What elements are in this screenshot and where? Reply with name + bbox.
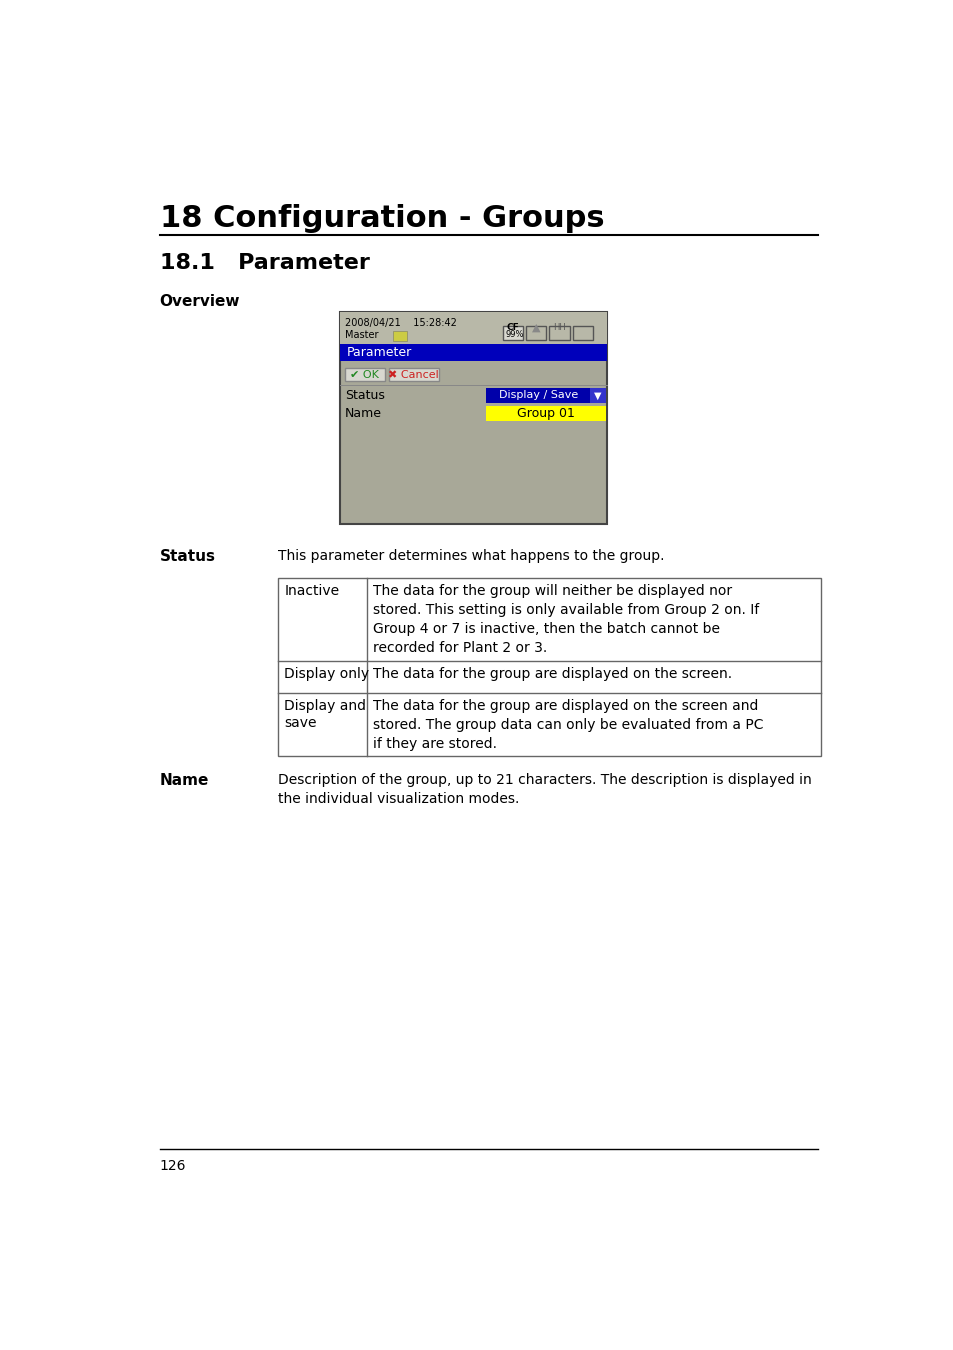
Bar (549, 325, 569, 340)
Text: Overview: Overview (159, 294, 240, 309)
Text: 126: 126 (159, 1160, 186, 1173)
Text: Display / Save: Display / Save (498, 390, 578, 401)
Text: ▼: ▼ (594, 390, 601, 401)
Text: Group 01: Group 01 (517, 408, 575, 420)
Text: Name: Name (159, 774, 209, 788)
Text: The data for the group are displayed on the screen.: The data for the group are displayed on … (373, 667, 732, 682)
Bar (485, 387, 590, 404)
Bar (572, 325, 592, 340)
Text: 99%: 99% (505, 329, 523, 339)
Text: Status: Status (159, 548, 215, 563)
Bar (340, 312, 607, 344)
Text: Description of the group, up to 21 characters. The description is displayed in
t: Description of the group, up to 21 chara… (278, 774, 811, 806)
Text: CF: CF (506, 323, 518, 332)
Text: Inactive: Inactive (284, 585, 339, 598)
Text: ✔ OK: ✔ OK (350, 370, 379, 379)
Bar (590, 387, 605, 404)
Text: Display and
save: Display and save (284, 699, 366, 729)
Text: ▲: ▲ (532, 323, 540, 332)
Bar (485, 406, 605, 421)
Bar (393, 331, 406, 342)
Text: The data for the group will neither be displayed nor
stored. This setting is onl: The data for the group will neither be d… (373, 585, 759, 655)
Text: Master: Master (344, 329, 378, 340)
Bar (389, 367, 439, 382)
Bar (344, 367, 385, 382)
Text: 2008/04/21    15:28:42: 2008/04/21 15:28:42 (344, 317, 456, 328)
Bar (278, 578, 820, 756)
Text: Name: Name (344, 408, 381, 420)
Text: ✖ Cancel: ✖ Cancel (388, 370, 438, 379)
Bar (525, 325, 546, 340)
Bar (502, 325, 522, 340)
Bar (340, 312, 607, 524)
Bar (340, 344, 607, 362)
Text: Parameter: Parameter (346, 347, 411, 359)
Text: Display only: Display only (284, 667, 369, 682)
Text: 18 Configuration - Groups: 18 Configuration - Groups (159, 204, 603, 234)
Text: 18.1   Parameter: 18.1 Parameter (159, 252, 369, 273)
Text: HH: HH (553, 323, 565, 332)
Text: Status: Status (344, 389, 384, 402)
Text: The data for the group are displayed on the screen and
stored. The group data ca: The data for the group are displayed on … (373, 699, 763, 752)
Text: This parameter determines what happens to the group.: This parameter determines what happens t… (278, 548, 664, 563)
